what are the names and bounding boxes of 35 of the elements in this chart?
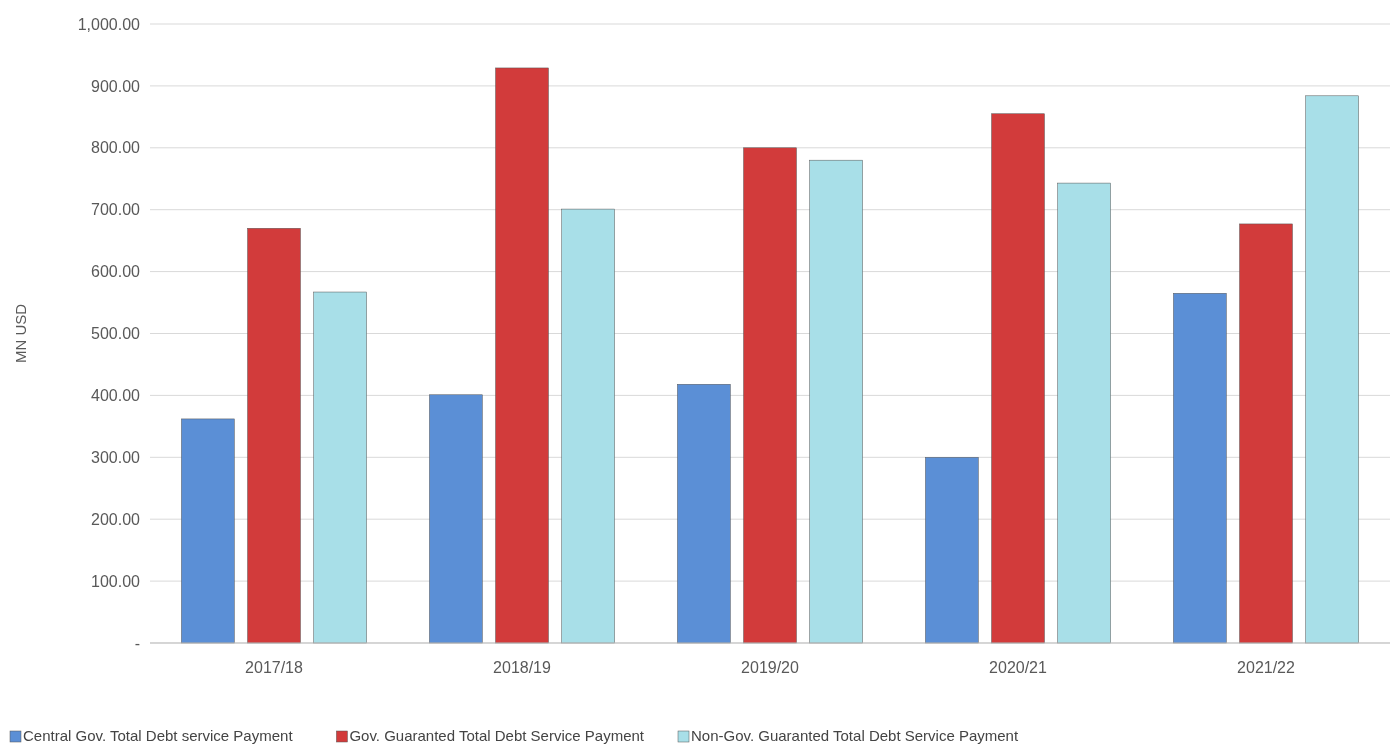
bar [429, 394, 483, 644]
bar [925, 457, 979, 644]
bar [1239, 223, 1293, 644]
y-tick-label: 400.00 [91, 387, 141, 404]
x-tick-label: 2017/18 [245, 659, 304, 676]
bar [247, 228, 301, 644]
bar [1057, 182, 1111, 644]
bar [809, 159, 863, 644]
y-tick-label: 100.00 [91, 572, 141, 590]
y-tick-label: 800.00 [91, 139, 141, 157]
bar [313, 291, 367, 644]
y-tick-label: - [134, 634, 140, 652]
bar [561, 208, 615, 644]
bar [181, 418, 235, 644]
bar [991, 113, 1045, 644]
y-tick-label: 900.00 [91, 77, 141, 95]
x-tick-label: 2019/20 [741, 659, 800, 676]
y-axis-title: MN USD [12, 303, 29, 364]
y-tick-label: 500.00 [91, 325, 141, 343]
bar [1173, 293, 1227, 644]
y-tick-label: 300.00 [91, 448, 141, 466]
legend-label: Non-Gov. Guaranted Total Debt Service Payment [691, 727, 1019, 744]
x-tick-label: 2018/19 [493, 659, 552, 676]
bar [677, 384, 731, 644]
y-tick-label: 600.00 [91, 263, 141, 281]
y-tick-label: 1,000.00 [77, 15, 141, 33]
x-tick-label: 2021/22 [1237, 659, 1296, 676]
bar [495, 67, 549, 644]
legend-label: Gov. Guaranted Total Debt Service Payment [349, 727, 645, 744]
bar [1305, 95, 1359, 644]
x-tick-label: 2020/21 [989, 659, 1048, 676]
y-tick-label: 700.00 [91, 201, 141, 219]
y-tick-label: 200.00 [91, 510, 141, 528]
legend-label: Central Gov. Total Debt service Payment [23, 727, 294, 744]
bar [743, 147, 797, 644]
